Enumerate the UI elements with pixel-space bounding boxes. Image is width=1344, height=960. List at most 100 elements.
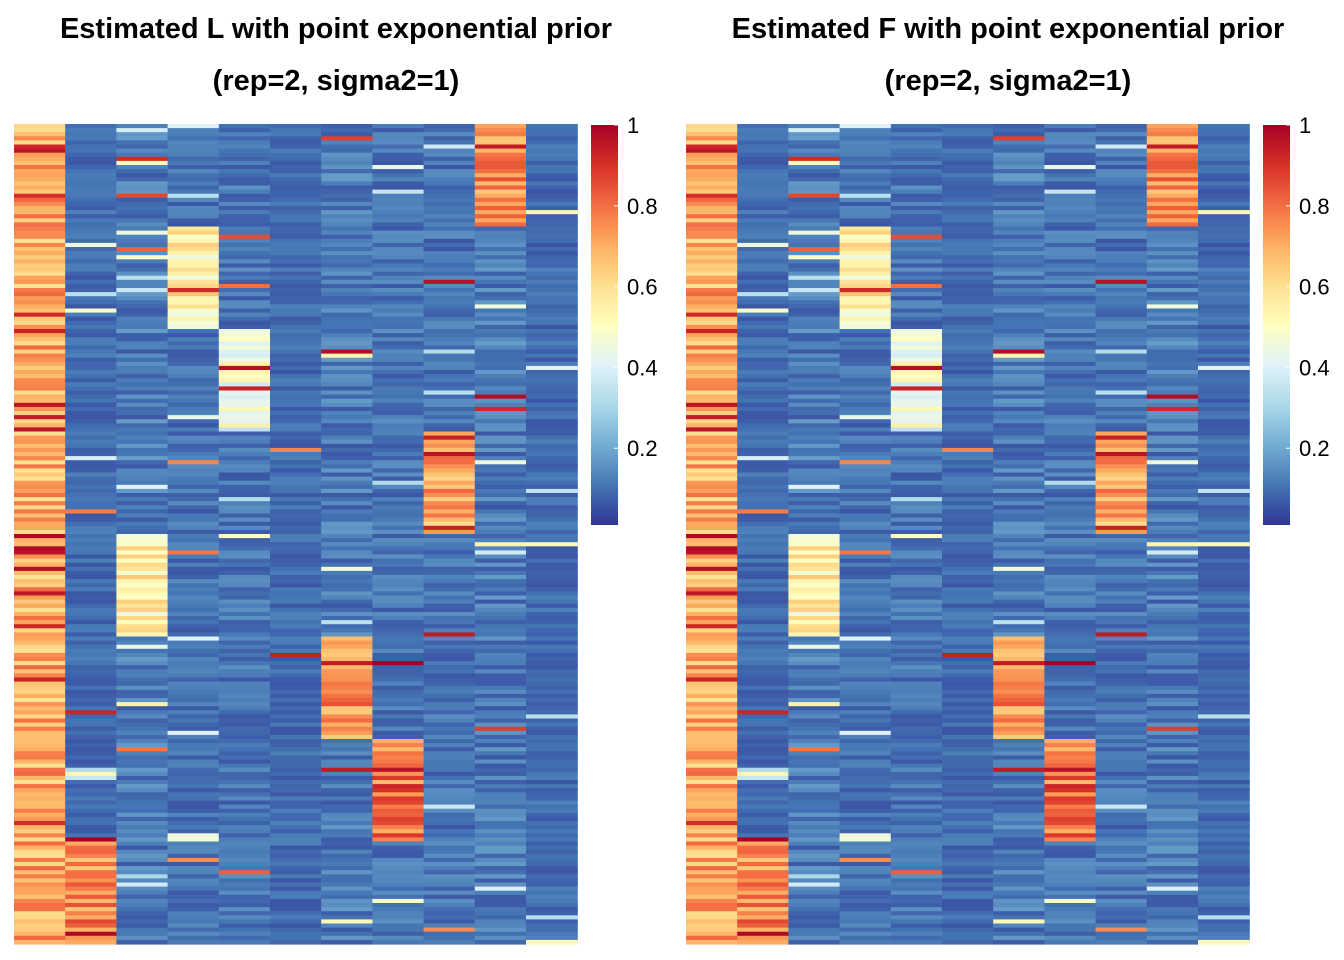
- heatmap-cell: [167, 267, 220, 273]
- heatmap-cell: [65, 288, 117, 293]
- heatmap-cell: [526, 230, 578, 236]
- heatmap-cell: [116, 132, 169, 137]
- heatmap-cell: [890, 435, 943, 441]
- heatmap-cell: [839, 128, 892, 133]
- heatmap-cell: [14, 812, 66, 818]
- heatmap-cell: [423, 148, 476, 154]
- heatmap-cell: [270, 255, 322, 260]
- heatmap-cell: [1198, 259, 1250, 264]
- heatmap-cell: [116, 386, 169, 392]
- heatmap-cell: [839, 210, 892, 215]
- heatmap-cell: [167, 169, 220, 174]
- heatmap-cell: [474, 853, 527, 859]
- heatmap-cell: [321, 292, 373, 297]
- heatmap-cell: [1044, 214, 1097, 219]
- heatmap-cell: [942, 173, 994, 178]
- heatmap-cell: [737, 398, 789, 404]
- heatmap-cell: [1044, 484, 1097, 490]
- heatmap-cell: [1198, 558, 1250, 564]
- heatmap-cell: [167, 911, 220, 916]
- heatmap-cell: [14, 214, 66, 219]
- heatmap-cell: [737, 767, 789, 773]
- heatmap-cell: [526, 570, 578, 576]
- heatmap-cell: [993, 620, 1045, 625]
- heatmap-cell: [526, 911, 578, 916]
- heatmap-cell: [167, 743, 220, 748]
- heatmap-cell: [1044, 279, 1097, 285]
- heatmap-cell: [423, 197, 476, 203]
- heatmap-cell: [321, 357, 373, 363]
- heatmap-cell: [474, 780, 527, 785]
- heatmap-cell: [737, 784, 789, 789]
- heatmap-cell: [321, 894, 373, 900]
- heatmap-cell: [1146, 144, 1199, 150]
- heatmap-cell: [14, 398, 66, 404]
- heatmap-cell: [116, 279, 169, 285]
- heatmap-cell: [321, 833, 373, 838]
- heatmap-cell: [1146, 833, 1199, 838]
- heatmap-cell: [116, 259, 169, 264]
- heatmap-cell: [372, 226, 425, 232]
- heatmap-cell: [942, 226, 994, 232]
- heatmap-cell: [993, 579, 1045, 584]
- heatmap-cell: [65, 849, 117, 855]
- heatmap-cell: [942, 583, 994, 588]
- heatmap-cell: [1146, 747, 1199, 752]
- heatmap-cell: [65, 538, 117, 543]
- heatmap-cell: [1044, 698, 1097, 703]
- heatmap-cell: [1044, 792, 1097, 797]
- heatmap-cell: [423, 603, 476, 609]
- heatmap-cell: [890, 456, 943, 461]
- heatmap-cell: [372, 702, 425, 707]
- heatmap-cell: [1044, 361, 1097, 367]
- heatmap-cell: [270, 821, 322, 826]
- heatmap-cell: [218, 890, 271, 896]
- heatmap-cell: [686, 390, 738, 396]
- heatmap-cell: [788, 398, 841, 404]
- heatmap-cell: [218, 456, 271, 461]
- heatmap-cell: [993, 681, 1045, 687]
- heatmap-cell: [423, 886, 476, 892]
- heatmap-cell: [14, 607, 66, 613]
- heatmap-cell: [14, 247, 66, 252]
- heatmap-cell: [788, 230, 841, 236]
- heatmap-cell: [1198, 411, 1250, 416]
- heatmap-cell: [116, 570, 169, 576]
- heatmap-cell: [474, 382, 527, 387]
- heatmap-cell: [218, 702, 271, 707]
- heatmap-cell: [321, 128, 373, 133]
- heatmap-cell: [14, 599, 66, 605]
- heatmap-cell: [526, 915, 578, 920]
- heatmap-cell: [993, 447, 1045, 453]
- heatmap-cell: [1146, 308, 1199, 314]
- heatmap-cell: [1146, 296, 1199, 301]
- heatmap-cell: [890, 665, 943, 670]
- heatmap-cell: [1146, 353, 1199, 359]
- heatmap-cell: [474, 767, 527, 773]
- heatmap-cell: [1095, 390, 1148, 396]
- heatmap-cell: [14, 226, 66, 232]
- heatmap-cell: [474, 821, 527, 826]
- heatmap-cell: [474, 431, 527, 437]
- heatmap-cell: [993, 919, 1045, 925]
- heatmap-cell: [321, 866, 373, 871]
- heatmap-cell: [737, 747, 789, 752]
- heatmap-cell: [14, 132, 66, 137]
- heatmap-cell: [218, 206, 271, 211]
- heatmap-cell: [321, 759, 373, 765]
- heatmap-cell: [116, 796, 169, 802]
- heatmap-cell: [116, 521, 169, 527]
- heatmap-cell: [1198, 505, 1250, 510]
- heatmap-cell: [372, 505, 425, 510]
- heatmap-cell: [14, 730, 66, 736]
- heatmap-cell: [167, 821, 220, 826]
- heatmap-cell: [1095, 689, 1148, 695]
- heatmap-cell: [839, 747, 892, 752]
- heatmap-cell: [1146, 640, 1199, 646]
- heatmap-cell: [788, 890, 841, 896]
- heatmap-cell: [1095, 464, 1148, 469]
- heatmap-cell: [270, 468, 322, 474]
- heatmap-cell: [1095, 845, 1148, 851]
- heatmap-cell: [737, 345, 789, 351]
- heatmap-cell: [788, 689, 841, 695]
